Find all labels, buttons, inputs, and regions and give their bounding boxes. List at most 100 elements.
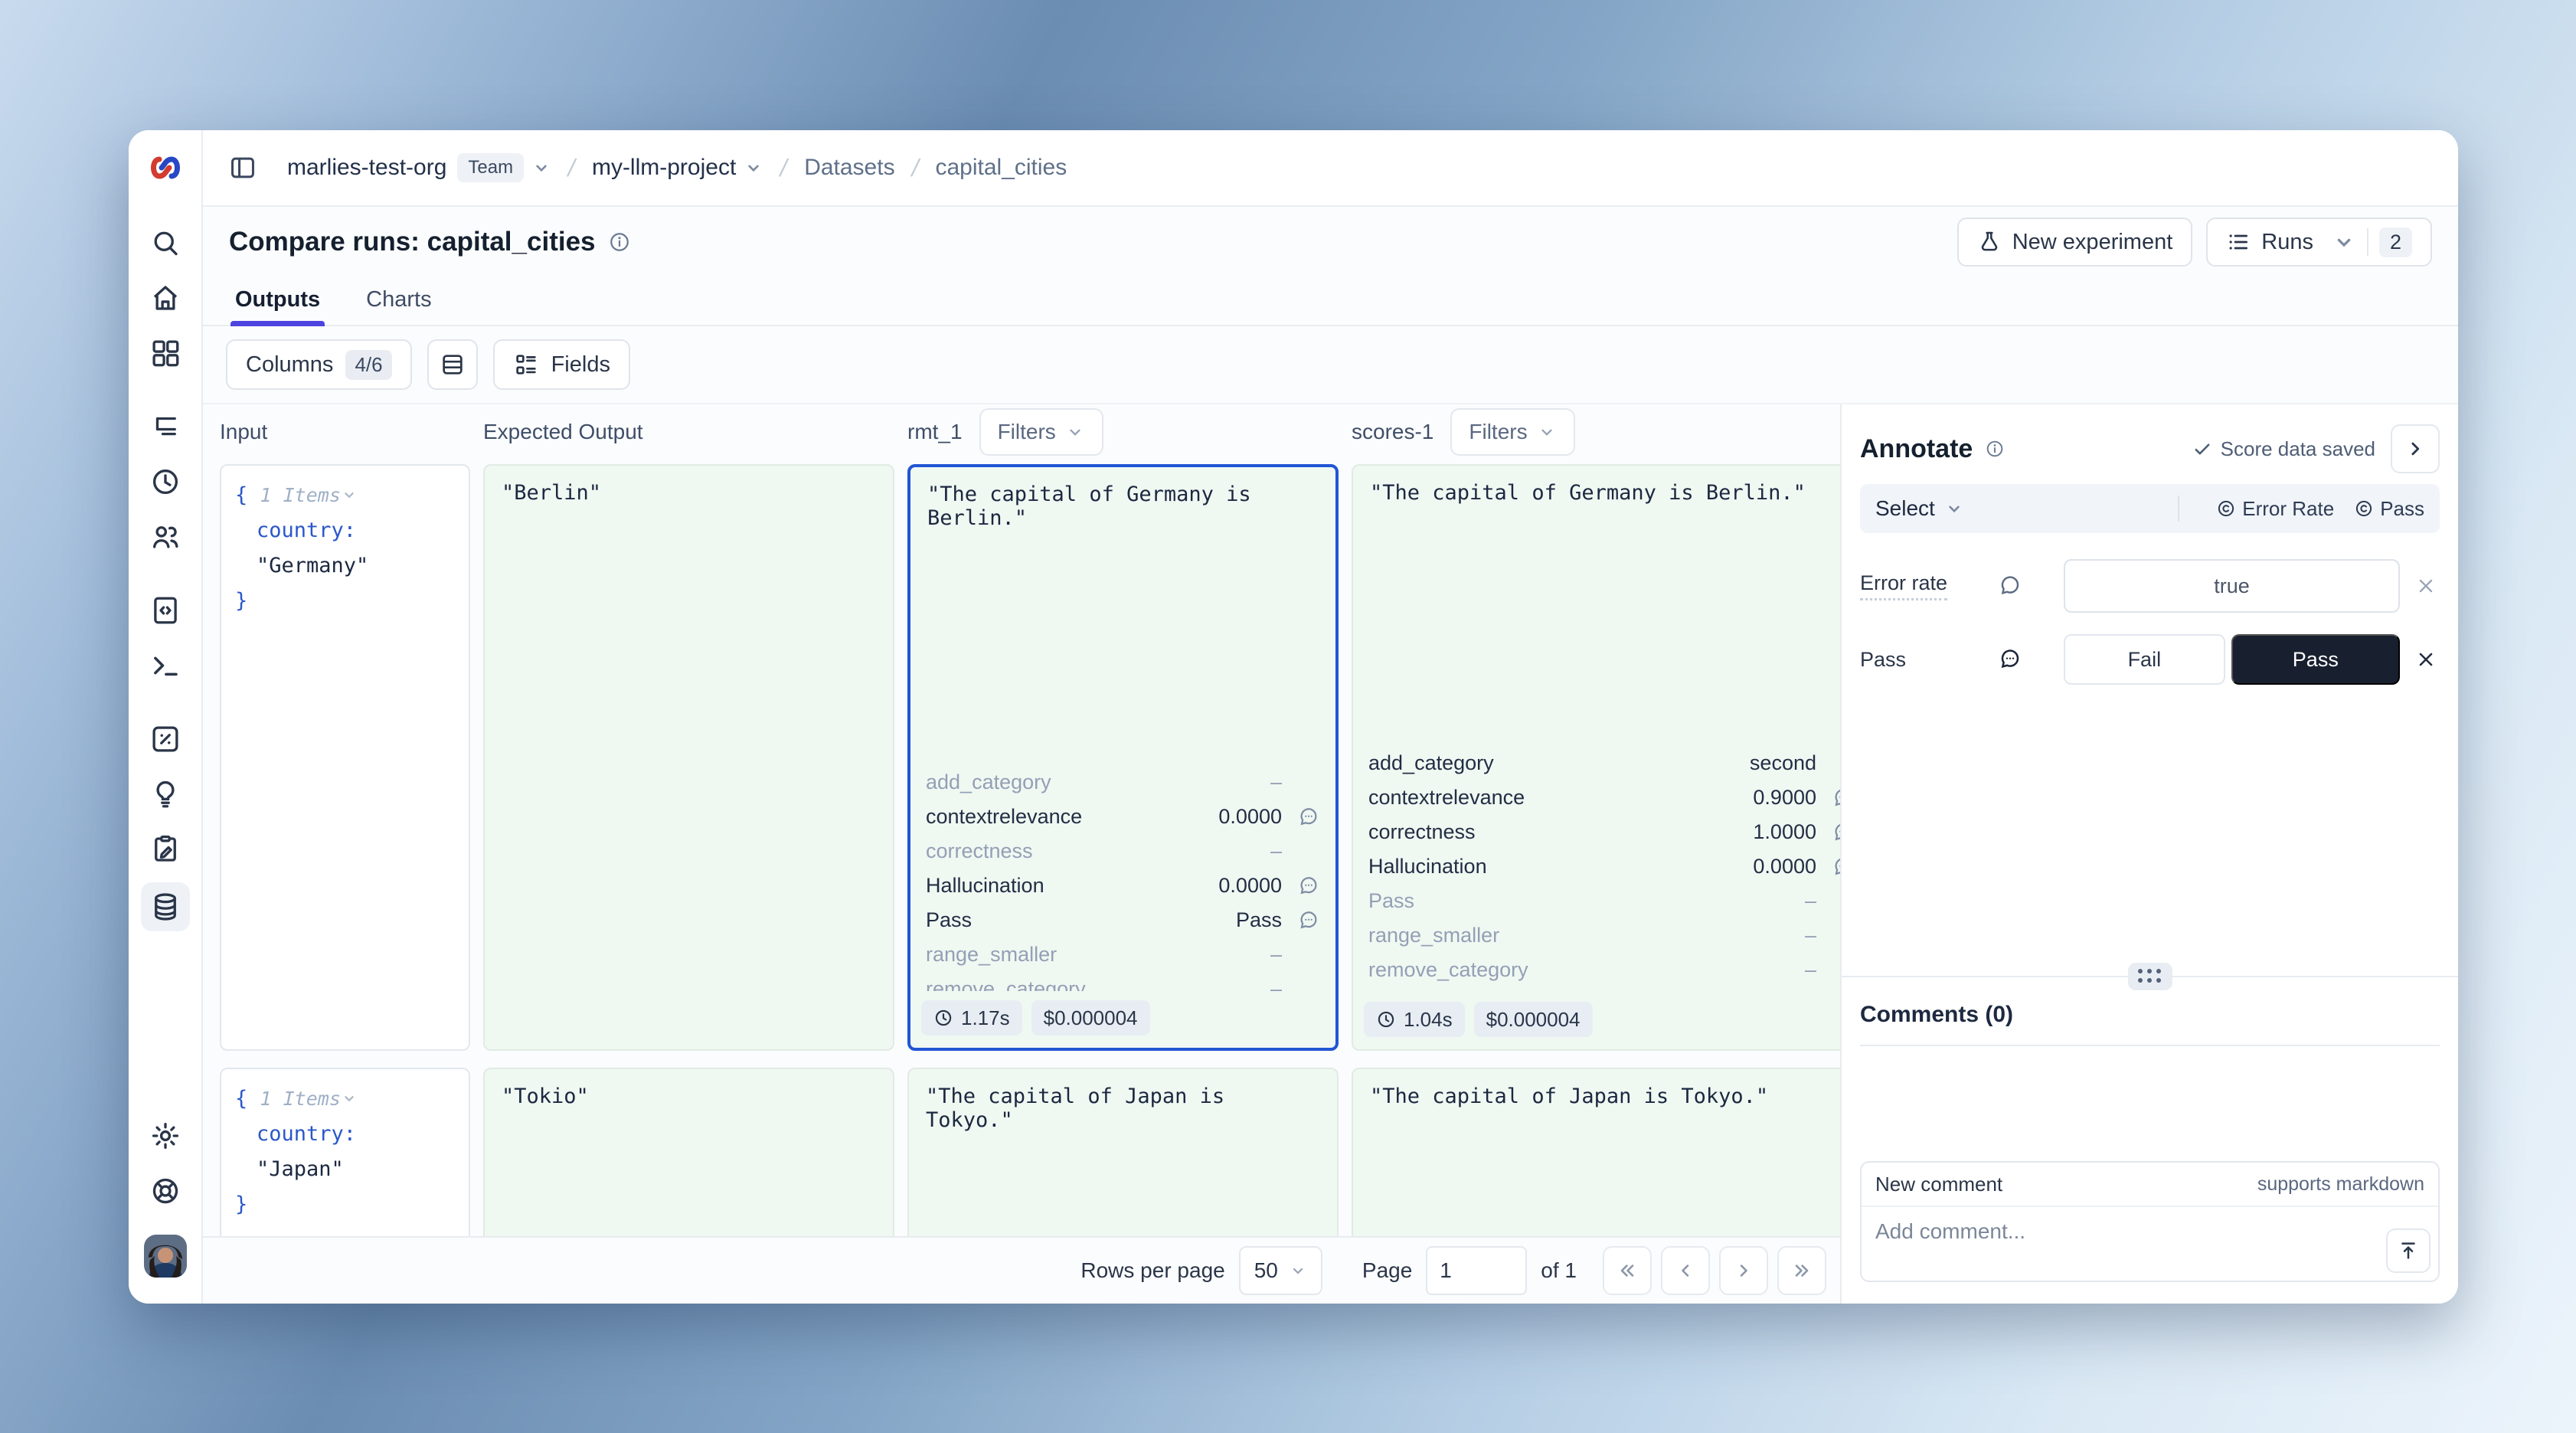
terminal-icon[interactable]	[148, 648, 183, 683]
markdown-hint: supports markdown	[2257, 1173, 2424, 1195]
cost-chip: $0.000004	[1031, 1000, 1150, 1035]
settings-gear-icon[interactable]	[148, 1118, 183, 1153]
comment-bubble-icon[interactable]	[1824, 820, 1840, 845]
submit-comment-button[interactable]	[2386, 1229, 2431, 1273]
scorer-chip-error-rate[interactable]: Error Rate	[2216, 497, 2334, 521]
table-row: { 1 Items country: "Germany" } "Berlin" …	[220, 464, 1840, 1051]
scorer-chip-pass[interactable]: Pass	[2354, 497, 2424, 521]
sidebar-toggle-icon[interactable]	[226, 151, 260, 185]
tab-outputs[interactable]: Outputs	[230, 280, 325, 326]
latency-chip: 1.04s	[1364, 1002, 1465, 1037]
breadcrumb-datasets[interactable]: Datasets	[804, 155, 895, 180]
users-icon[interactable]	[148, 519, 183, 555]
page-label: Page	[1362, 1258, 1413, 1282]
annotations-icon[interactable]	[148, 832, 183, 867]
comment-bubble-icon[interactable]	[1290, 805, 1320, 829]
clear-pass-icon[interactable]	[2412, 646, 2440, 673]
info-icon[interactable]	[608, 231, 631, 254]
run1-filters-button[interactable]: Filters	[979, 408, 1103, 456]
evaluations-icon[interactable]	[148, 721, 183, 757]
comment-bubble-icon[interactable]	[1824, 855, 1840, 879]
chevron-down-icon[interactable]	[341, 486, 358, 503]
chevron-left-icon	[1682, 1265, 1689, 1277]
run1-output-cell[interactable]: "The capital of Japan is Tokyo."	[907, 1068, 1339, 1236]
scorer-select-dropdown[interactable]: Select	[1875, 496, 1935, 520]
fail-button[interactable]: Fail	[2064, 634, 2225, 685]
run2-filters-button[interactable]: Filters	[1450, 408, 1575, 456]
tab-charts[interactable]: Charts	[366, 287, 432, 312]
flask-icon	[1981, 231, 1997, 251]
traces-icon[interactable]	[148, 409, 183, 444]
error-rate-input[interactable]	[2064, 559, 2400, 613]
rows-per-page-select[interactable]: 50	[1238, 1246, 1322, 1295]
prompts-icon[interactable]	[148, 777, 183, 812]
history-icon[interactable]	[148, 464, 183, 499]
expected-output-cell[interactable]: "Tokio"	[483, 1068, 894, 1236]
breadcrumb-project[interactable]: my-llm-project	[591, 155, 737, 180]
page-number-input[interactable]	[1426, 1246, 1528, 1295]
fields-button[interactable]: Fields	[492, 339, 630, 390]
row-height-button[interactable]	[427, 339, 478, 390]
new-experiment-button[interactable]: New experiment	[1957, 218, 2193, 267]
breadcrumb-dataset-name[interactable]: capital_cities	[935, 155, 1067, 180]
comment-bubble-icon[interactable]	[1290, 908, 1320, 933]
expected-output-cell[interactable]: "Berlin"	[483, 464, 894, 1051]
last-page-button[interactable]	[1777, 1246, 1826, 1295]
column-header-run2: scores-1	[1352, 420, 1434, 443]
resize-grip-handle[interactable]	[2127, 963, 2172, 990]
runs-count-badge: 2	[2378, 227, 2412, 257]
fields-label: Fields	[551, 352, 610, 377]
double-chevron-right-icon	[1795, 1265, 1809, 1277]
input-cell[interactable]: { 1 Items country: "Germany" }	[220, 464, 470, 1051]
metric-name: range_smaller	[926, 943, 1058, 966]
comment-bubble-icon[interactable]	[1290, 874, 1320, 898]
pass-field-row: Pass Fail Pass	[1860, 634, 2440, 685]
org-logo[interactable]	[129, 130, 201, 205]
input-cell[interactable]: { 1 Items country: "Japan" }	[220, 1068, 470, 1236]
run2-output-cell[interactable]: "The capital of Japan is Tokyo."	[1352, 1068, 1840, 1236]
chevron-right-icon	[1740, 1265, 1747, 1277]
json-close-brace: }	[235, 589, 248, 613]
user-avatar[interactable]	[143, 1235, 187, 1278]
metrics-list: add_category – contextrelevance 0.0000 cor…	[910, 765, 1335, 991]
chevron-down-icon[interactable]	[744, 158, 763, 178]
list-icon	[2229, 234, 2248, 250]
comment-bubble-icon[interactable]	[1995, 574, 2025, 598]
chevron-down-icon[interactable]	[531, 158, 551, 178]
annotate-title: Annotate	[1860, 433, 1973, 463]
metric-name: add_category	[926, 770, 1051, 793]
home-icon[interactable]	[148, 280, 183, 316]
info-icon[interactable]	[1985, 439, 2005, 459]
clock-icon	[935, 1009, 952, 1026]
help-icon[interactable]	[148, 1173, 183, 1209]
dashboard-icon[interactable]	[148, 335, 183, 371]
new-experiment-label: New experiment	[2012, 229, 2173, 254]
metric-value: 0.0000	[1753, 855, 1816, 878]
columns-button[interactable]: Columns 4/6	[226, 339, 412, 390]
search-icon[interactable]	[148, 225, 183, 260]
clear-error-rate-icon[interactable]	[2412, 572, 2440, 600]
scorer-label: Pass	[2380, 496, 2424, 520]
run2-output-cell[interactable]: "The capital of Germany is Berlin." add_…	[1352, 464, 1840, 1051]
pass-button[interactable]: Pass	[2231, 634, 2400, 685]
metric-value: –	[1270, 943, 1282, 966]
datasets-icon[interactable]	[140, 882, 190, 931]
code-file-icon[interactable]	[148, 593, 183, 628]
chevron-down-icon[interactable]	[1944, 499, 1964, 519]
breadcrumb-org[interactable]: marlies-test-org	[287, 155, 447, 180]
run1-output-cell[interactable]: "The capital of Germany is Berlin." add_…	[907, 464, 1339, 1051]
next-page-button[interactable]	[1719, 1246, 1768, 1295]
chevron-down-icon[interactable]	[341, 1090, 358, 1107]
json-open-brace: {	[235, 483, 248, 507]
json-items-toggle[interactable]: 1 Items	[260, 484, 341, 506]
comment-input[interactable]: Add comment...	[1862, 1207, 2438, 1281]
comment-bubble-icon[interactable]	[1995, 647, 2025, 672]
collapse-panel-button[interactable]	[2391, 424, 2440, 473]
runs-dropdown-button[interactable]: Runs 2	[2206, 218, 2432, 267]
previous-page-button[interactable]	[1661, 1246, 1710, 1295]
filters-label: Filters	[997, 420, 1056, 443]
json-items-toggle[interactable]: 1 Items	[260, 1088, 341, 1110]
first-page-button[interactable]	[1603, 1246, 1652, 1295]
comment-bubble-icon[interactable]	[1824, 786, 1840, 810]
left-sidebar	[129, 130, 203, 1304]
